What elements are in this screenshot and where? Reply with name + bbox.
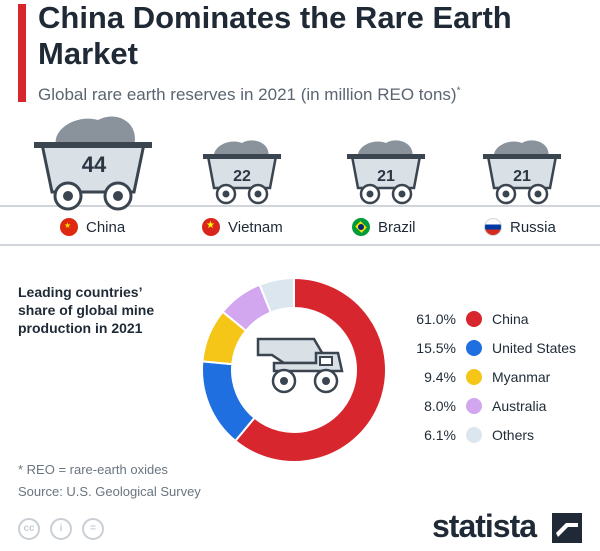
donut-slice-others bbox=[258, 276, 295, 314]
legend-pct: 15.5% bbox=[416, 339, 456, 356]
legend-dot bbox=[466, 339, 482, 356]
reserve-value-brazil: 21 bbox=[377, 168, 395, 185]
reserve-value-china: 44 bbox=[81, 152, 107, 177]
mining-truck-icon bbox=[256, 337, 344, 394]
legend-label: Others bbox=[492, 426, 535, 443]
russia-flag-icon bbox=[484, 218, 502, 236]
reserve-value-vietnam: 22 bbox=[233, 168, 251, 185]
legend-item: 61.0% China bbox=[400, 304, 576, 333]
legend-pct: 61.0% bbox=[416, 310, 456, 327]
mine-cart-china bbox=[34, 116, 152, 211]
brazil-flag-icon bbox=[352, 218, 370, 236]
rail-top bbox=[0, 205, 600, 207]
legend-label: United States bbox=[492, 339, 577, 356]
legend-label: Myanmar bbox=[492, 368, 551, 385]
legend-dot bbox=[466, 426, 482, 443]
page-title: China Dominates the Rare Earth Market bbox=[38, 0, 512, 71]
country-label-russia: Russia bbox=[484, 218, 556, 236]
production-donut-chart bbox=[201, 276, 387, 463]
mine-cart-brazil bbox=[347, 140, 425, 205]
rail-bottom bbox=[0, 244, 600, 246]
legend-item: 8.0% Australia bbox=[400, 391, 576, 420]
country-label-vietnam: ★ Vietnam bbox=[202, 218, 283, 236]
legend-pct: 8.0% bbox=[424, 397, 456, 414]
production-legend: 61.0% China 15.5% United States 9.4% Mya… bbox=[400, 304, 576, 449]
cc-icon[interactable]: cc bbox=[18, 518, 40, 540]
legend-item: 15.5% United States bbox=[400, 333, 576, 362]
country-label-brazil: Brazil bbox=[352, 218, 416, 236]
mine-cart-vietnam bbox=[203, 140, 281, 205]
donut-slice-china bbox=[233, 276, 387, 463]
mine-cart-russia bbox=[483, 140, 561, 205]
legend-pct: 9.4% bbox=[424, 368, 456, 385]
legend-label: Australia bbox=[492, 397, 547, 414]
page-subtitle: Global rare earth reserves in 2021 (in m… bbox=[38, 85, 461, 104]
attribution-icon[interactable]: i bbox=[50, 518, 72, 540]
legend-dot bbox=[466, 310, 482, 327]
legend-dot bbox=[466, 368, 482, 385]
country-label-china: ★ China bbox=[60, 218, 125, 236]
no-derivatives-icon[interactable]: = bbox=[82, 518, 104, 540]
statista-logo-mark-icon bbox=[552, 513, 582, 543]
production-section-title: Leading countries’ share of global mine … bbox=[18, 284, 155, 336]
legend-pct: 6.1% bbox=[424, 426, 456, 443]
footnote: * REO = rare-earth oxides bbox=[18, 462, 168, 477]
china-flag-icon: ★ bbox=[60, 218, 78, 236]
source-note: Source: U.S. Geological Survey bbox=[18, 484, 201, 499]
legend-label: China bbox=[492, 310, 529, 327]
statista-logo[interactable]: statista bbox=[432, 508, 537, 544]
legend-item: 9.4% Myanmar bbox=[400, 362, 576, 391]
vietnam-flag-icon: ★ bbox=[202, 218, 220, 236]
title-accent-bar bbox=[18, 4, 26, 102]
reserve-value-russia: 21 bbox=[513, 168, 531, 185]
legend-item: 6.1% Others bbox=[400, 420, 576, 449]
legend-dot bbox=[466, 397, 482, 414]
